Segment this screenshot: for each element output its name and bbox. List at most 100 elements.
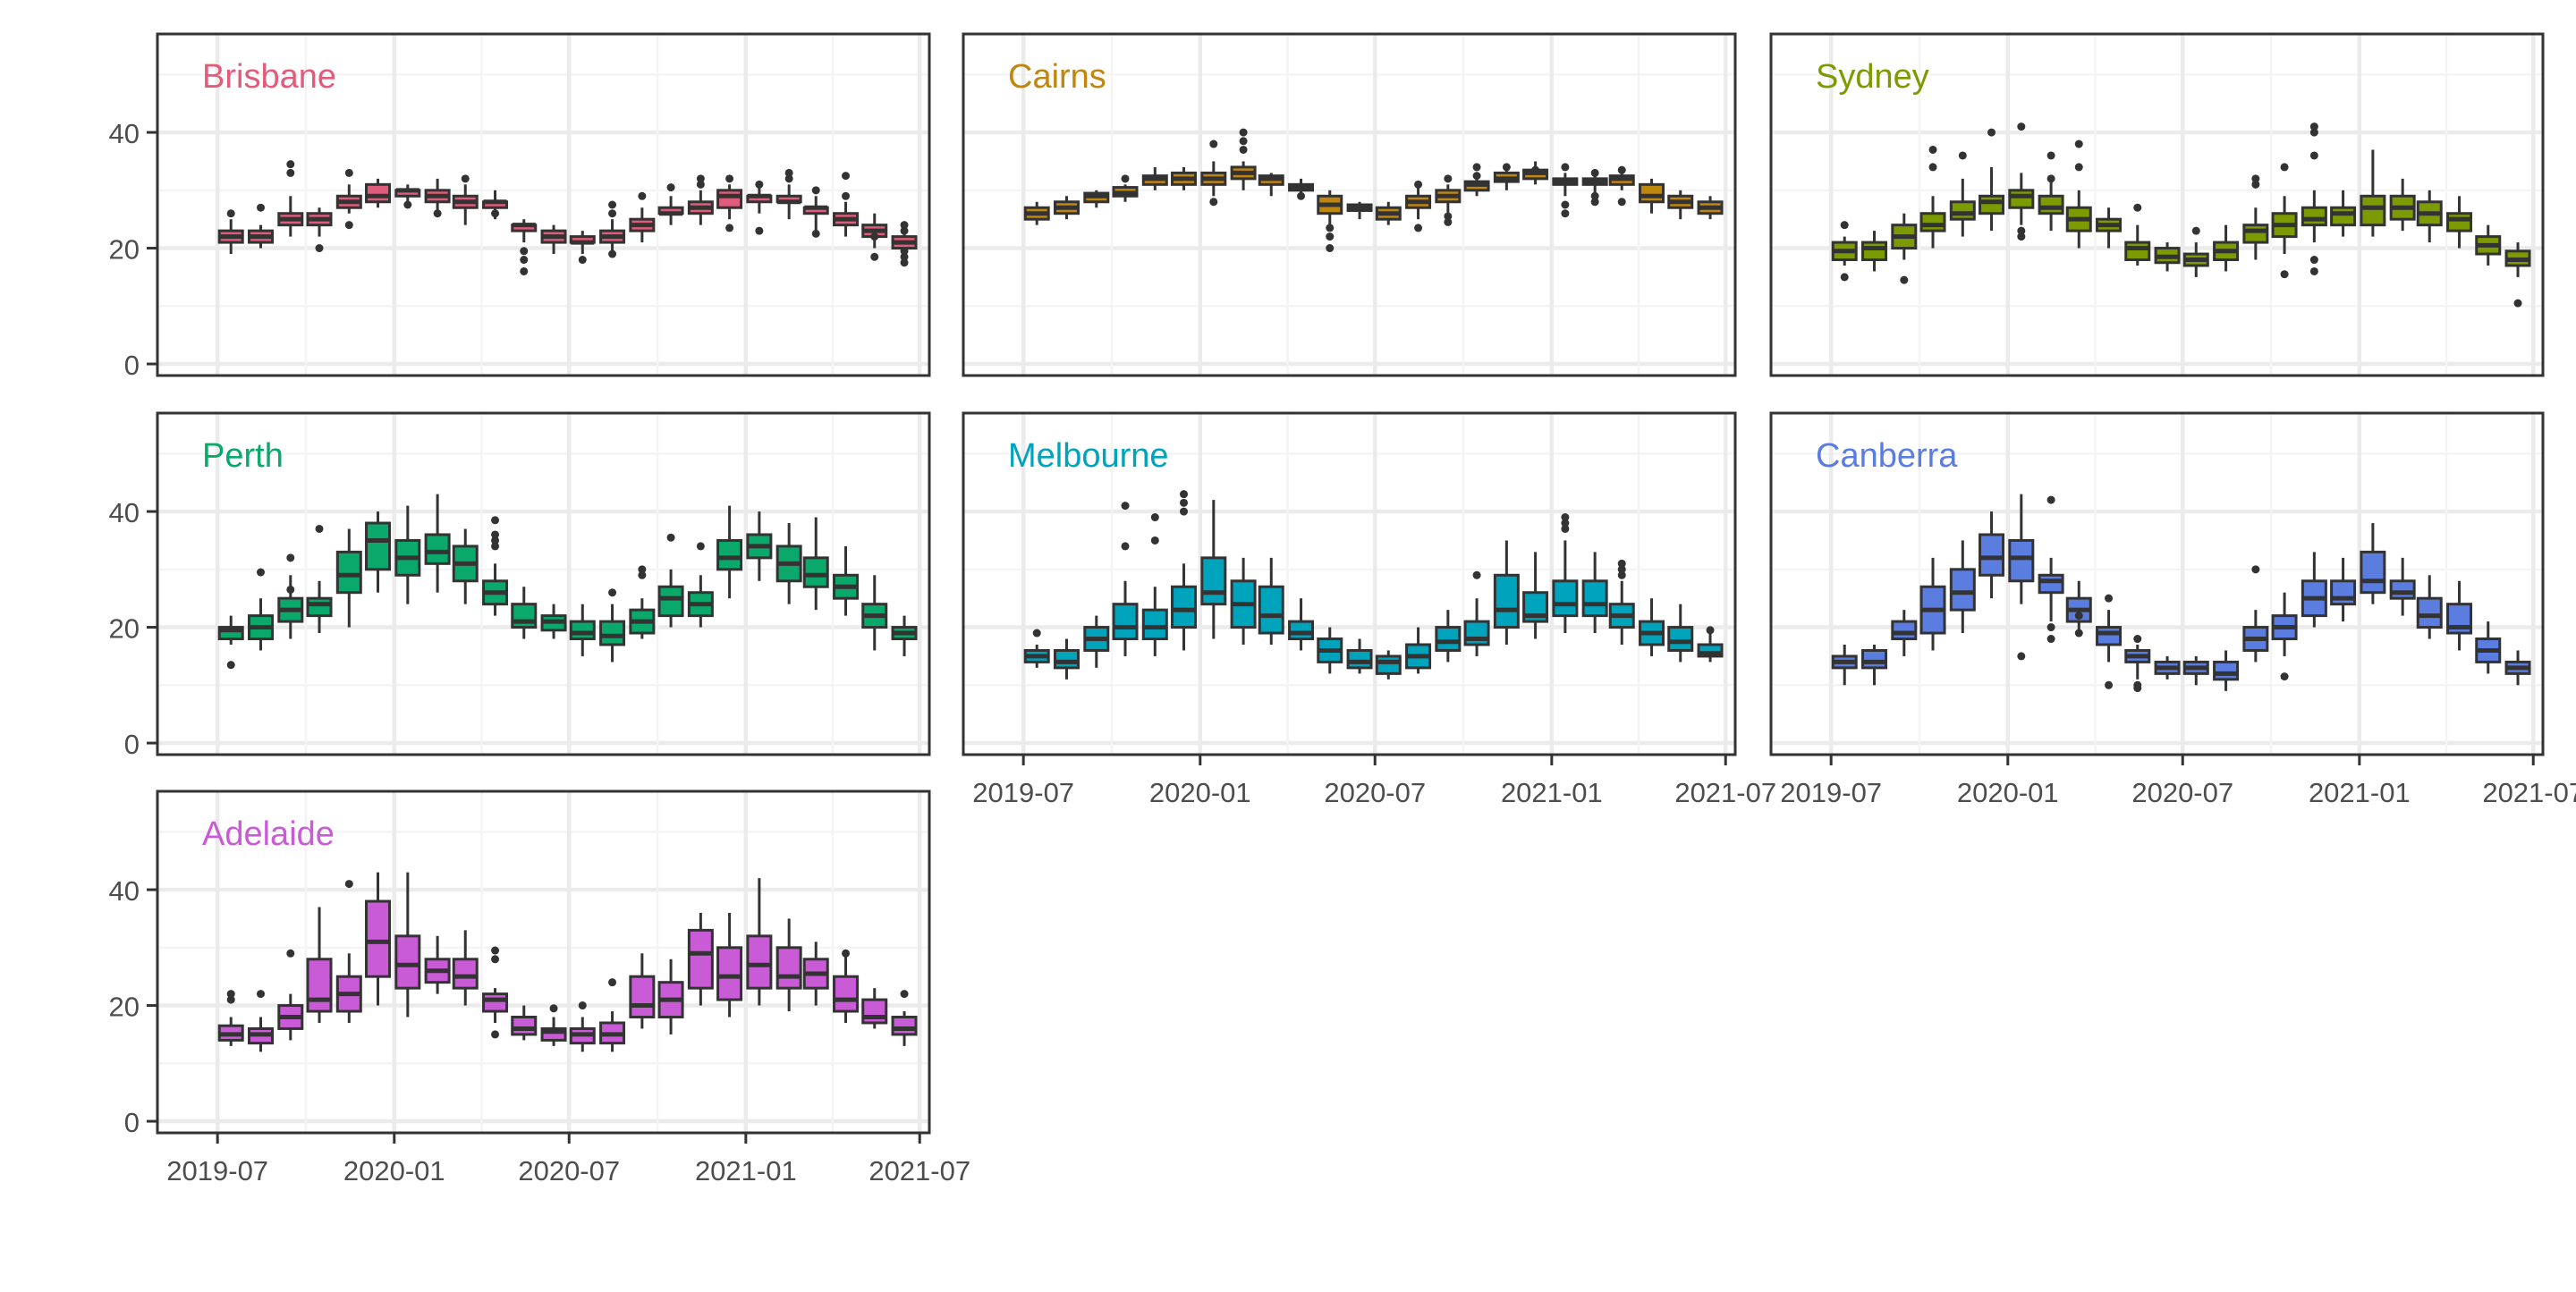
box-body <box>1949 200 1976 221</box>
box-adelaide-2020-03 <box>452 930 479 1006</box>
box-body <box>511 1016 538 1036</box>
box-body <box>687 928 714 990</box>
box-canberra-2021-03 <box>2416 575 2443 639</box>
box-canberra-2021-01 <box>2360 523 2386 604</box>
outlier-point <box>900 226 909 235</box>
outlier-point <box>491 955 500 964</box>
box-cairns-2019-07 <box>1023 201 1050 225</box>
box-brisbane-2020-11 <box>687 190 714 225</box>
x-tick-label: 2019-07 <box>1780 777 1882 808</box>
outlier-point <box>1180 498 1189 507</box>
box-body <box>716 189 743 209</box>
panel-border <box>962 32 1737 377</box>
outlier-point <box>2046 623 2055 632</box>
box-body <box>511 603 538 629</box>
box-canberra-2020-04 <box>2096 610 2123 663</box>
box-body <box>802 556 829 588</box>
box-sydney-2020-04 <box>2096 207 2123 249</box>
outlier-point <box>696 542 705 551</box>
box-canberra-2020-10 <box>2271 592 2298 656</box>
outlier-point <box>286 160 295 169</box>
x-tick-label: 2021-07 <box>869 1155 970 1186</box>
box-adelaide-2021-05 <box>861 988 888 1029</box>
box-body <box>1667 626 1694 652</box>
outlier-point <box>286 585 295 594</box>
panel-border <box>1769 32 2545 377</box>
box-canberra-2020-06 <box>2154 655 2181 680</box>
box-body <box>1891 620 1918 641</box>
box-body <box>306 958 333 1013</box>
outlier-point <box>2280 672 2289 681</box>
panel-perth: Perth 0 20 40 <box>109 411 931 760</box>
outlier-point <box>666 183 675 192</box>
outlier-point <box>226 995 235 1004</box>
outlier-point <box>2280 270 2289 279</box>
box-brisbane-2020-08 <box>599 219 626 255</box>
y-tick-label: 20 <box>109 613 140 645</box>
box-brisbane-2019-09 <box>277 196 304 237</box>
panel-background <box>157 413 929 755</box>
outlier-point <box>638 191 647 200</box>
outlier-point <box>2133 680 2142 689</box>
outlier-point <box>870 252 879 261</box>
outlier-point <box>1297 191 1306 200</box>
outlier-point <box>900 252 909 261</box>
outlier-point <box>1590 191 1599 200</box>
outlier-point <box>344 880 353 889</box>
box-perth-2020-04 <box>482 563 509 616</box>
box-cairns-2020-09 <box>1435 184 1462 214</box>
box-melbourne-2021-05 <box>1667 604 1694 663</box>
box-adelaide-2020-06 <box>540 1017 567 1046</box>
box-body <box>1200 556 1227 606</box>
box-melbourne-2020-04 <box>1288 598 1315 651</box>
box-brisbane-2020-10 <box>657 196 684 225</box>
box-body <box>775 946 802 990</box>
box-sydney-2021-01 <box>2360 149 2386 237</box>
outlier-point <box>2074 612 2083 621</box>
outlier-point <box>1706 626 1715 635</box>
y-tick-label: 0 <box>124 1107 140 1138</box>
box-brisbane-2020-07 <box>569 231 596 255</box>
box-body <box>2008 189 2035 209</box>
box-brisbane-2020-09 <box>629 207 656 243</box>
outlier-point <box>491 1030 500 1039</box>
panel-border <box>962 411 1737 756</box>
outlier-point <box>2513 299 2522 308</box>
outlier-point <box>2017 652 2026 661</box>
x-tick-label: 2020-07 <box>1324 777 1426 808</box>
box-cairns-2020-05 <box>1317 190 1343 225</box>
box-canberra-2020-03 <box>2065 580 2092 634</box>
outlier-point <box>1239 137 1248 146</box>
outlier-point <box>315 524 324 533</box>
outlier-point <box>1617 570 1626 579</box>
outlier-point <box>1209 198 1218 207</box>
box-body <box>1346 648 1373 670</box>
outlier-point <box>870 232 879 241</box>
panel-border <box>1769 411 2545 756</box>
box-brisbane-2019-07 <box>217 219 244 255</box>
outlier-point <box>1617 565 1626 574</box>
box-sydney-2020-07 <box>2182 242 2209 277</box>
outlier-point <box>1617 198 1626 207</box>
box-canberra-2019-07 <box>1831 644 1858 686</box>
box-adelaide-2020-02 <box>424 935 451 994</box>
facet-label-adelaide: Adelaide <box>202 815 335 853</box>
box-body <box>335 550 362 595</box>
outlier-point <box>2046 495 2055 504</box>
box-canberra-2020-09 <box>2242 610 2269 663</box>
outlier-point <box>2105 680 2114 689</box>
outlier-point <box>1617 559 1626 568</box>
box-adelaide-2019-09 <box>277 993 304 1041</box>
outlier-point <box>1561 519 1570 528</box>
box-body <box>1258 585 1284 635</box>
box-canberra-2019-10 <box>1919 557 1946 651</box>
x-tick-label: 2020-07 <box>2131 777 2233 808</box>
box-body <box>1141 608 1168 641</box>
outlier-point <box>344 168 353 177</box>
box-body <box>1979 533 2005 577</box>
box-body <box>1112 603 1139 641</box>
box-brisbane-2019-12 <box>365 178 392 208</box>
outlier-point <box>2251 174 2260 183</box>
box-body <box>1919 212 1946 232</box>
outlier-point <box>1900 275 1909 284</box>
